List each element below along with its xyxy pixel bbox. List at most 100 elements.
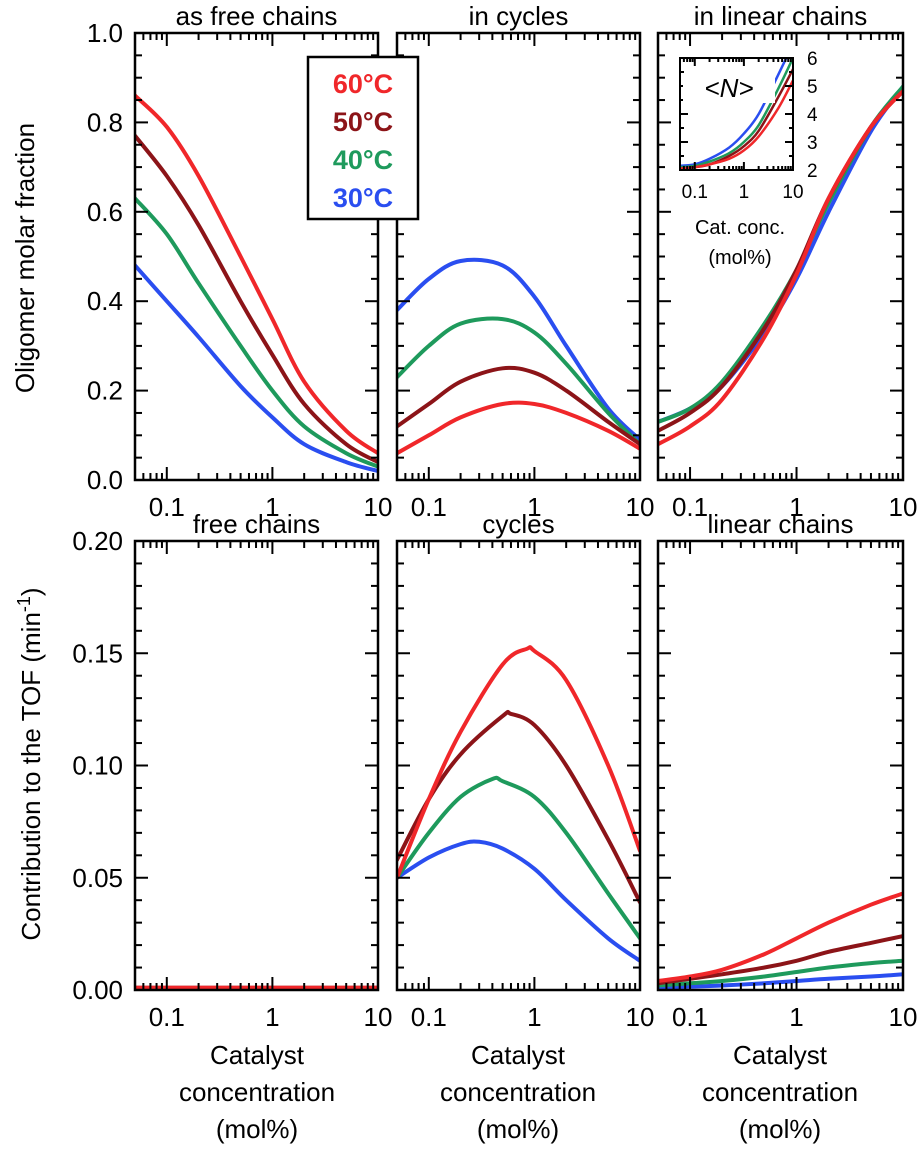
x-tick-label: 10 bbox=[889, 1002, 918, 1032]
legend-entry-40: 40°C bbox=[333, 145, 393, 175]
series-group bbox=[397, 257, 640, 456]
series-line-30c bbox=[658, 972, 903, 990]
series-line-40c bbox=[397, 316, 640, 447]
x-label-line: (mol%) bbox=[216, 1114, 298, 1144]
plot-frame bbox=[395, 539, 642, 992]
series-line-60c bbox=[680, 79, 793, 170]
x-tick-label: 10 bbox=[889, 492, 918, 522]
y-tick-label: 0.0 bbox=[87, 465, 123, 495]
legend-entry-50: 50°C bbox=[333, 107, 393, 137]
chart-panel-6: 0.1 1 10 linear chains bbox=[656, 509, 918, 1032]
inset-ylabel: <N> bbox=[704, 73, 753, 103]
y-tick-label: 0.20 bbox=[72, 526, 123, 556]
chart-panel-2: 0.1 1 10 in cycles bbox=[395, 1, 655, 522]
x-label-line: (mol%) bbox=[739, 1114, 821, 1144]
x-tick-label: 0.1 bbox=[411, 1002, 447, 1032]
x-tick-label: 1 bbox=[527, 492, 541, 522]
x-tick-label: 0.1 bbox=[672, 492, 708, 522]
x-tick-label: 10 bbox=[782, 182, 803, 203]
y-tick-label: 4 bbox=[807, 105, 818, 126]
panels-layer: 0.1 1 100.00.20.40.60.81.0as free chains0.… bbox=[72, 1, 917, 1032]
x-tick-label: 0.1 bbox=[411, 492, 447, 522]
plot-frame bbox=[395, 31, 642, 482]
x-tick-label: 1 bbox=[789, 1002, 803, 1032]
y-label-top: Oligomer molar fraction bbox=[10, 123, 40, 393]
y-tick-label: 0.00 bbox=[72, 975, 123, 1005]
x-tick-label: 0.1 bbox=[672, 1002, 708, 1032]
y-tick-label: 2 bbox=[807, 161, 818, 182]
series-line-50c bbox=[397, 365, 640, 447]
x-label-line: Catalyst bbox=[471, 1040, 566, 1070]
y-tick-label: 0.15 bbox=[72, 638, 123, 668]
inset-xlabel-line: Cat. conc. bbox=[695, 217, 785, 239]
x-tick-label: 1 bbox=[789, 492, 803, 522]
y-tick-label: 0.2 bbox=[87, 376, 123, 406]
chart-panel-4: 0.1 1 10 0.00 0.05 0.10 0.15 0.20 free chains bbox=[72, 509, 392, 1032]
inset-labels: <N> Cat. conc. (mol%) bbox=[683, 73, 785, 269]
series-line-40c bbox=[397, 775, 640, 941]
inset-xlabel-line: (mol%) bbox=[708, 247, 771, 269]
x-tick-label: 1 bbox=[265, 1002, 279, 1032]
x-tick-label: 0.1 bbox=[149, 492, 185, 522]
series-line-30c bbox=[397, 257, 640, 442]
series-group bbox=[658, 84, 903, 447]
chart-panel-1: 0.1 1 10 0.0 0.2 0.4 0.6 0.8 1.0 as free chains bbox=[87, 1, 393, 522]
panel-title: cycles bbox=[482, 509, 554, 539]
y-label-bottom-main: Contribution to the TOF (min bbox=[16, 612, 46, 941]
legend-entry-60: 60°C bbox=[333, 69, 393, 99]
x-label-line: concentration bbox=[440, 1077, 596, 1107]
series-line-40c bbox=[135, 196, 378, 469]
series-line-60c bbox=[658, 891, 903, 983]
series-group bbox=[397, 645, 640, 963]
x-label-line: Catalyst bbox=[733, 1040, 828, 1070]
x-tick-label: 0.1 bbox=[682, 182, 708, 203]
series-line-60c bbox=[397, 400, 640, 456]
inset-ylabel-bg bbox=[683, 73, 775, 103]
y-label-bottom-close: ) bbox=[16, 587, 46, 596]
y-tick-label: 0.10 bbox=[72, 751, 123, 781]
x-tick-label: 1 bbox=[265, 492, 279, 522]
series-group bbox=[135, 93, 378, 474]
temperature-legend: 60°C 50°C 40°C 30°C bbox=[306, 55, 420, 221]
series-line-60c bbox=[135, 93, 378, 456]
x-label-col2: Catalyst concentration (mol%) bbox=[440, 1040, 596, 1144]
y-tick-label: 0.6 bbox=[87, 197, 123, 227]
x-tick-label: 10 bbox=[364, 1002, 393, 1032]
x-label-line: Catalyst bbox=[210, 1040, 305, 1070]
x-label-col1: Catalyst concentration (mol%) bbox=[179, 1040, 335, 1144]
series-line-30c bbox=[135, 263, 378, 474]
x-tick-label: 1 bbox=[527, 1002, 541, 1032]
y-tick-label: 5 bbox=[807, 77, 818, 98]
series-line-30c bbox=[397, 839, 640, 963]
x-label-line: concentration bbox=[702, 1077, 858, 1107]
series-group bbox=[680, 58, 793, 170]
series-line-50c bbox=[135, 133, 378, 465]
y-tick-label: 0.8 bbox=[87, 107, 123, 137]
chart-panel-3: 0.1 1 10 in linear chains bbox=[656, 1, 918, 522]
y-label-bottom-sup: -1 bbox=[14, 596, 34, 612]
x-tick-label: 10 bbox=[364, 492, 393, 522]
inset-chart: 0.1 1 102 3 4 5 6 bbox=[679, 49, 818, 203]
x-tick-label: 1 bbox=[739, 182, 750, 203]
chart-panel-5: 0.1 1 10 cycles bbox=[395, 509, 654, 1032]
y-tick-label: 6 bbox=[807, 49, 818, 70]
series-line-50c bbox=[658, 934, 903, 986]
y-tick-label: 0.05 bbox=[72, 863, 123, 893]
y-tick-label: 1.0 bbox=[87, 18, 123, 48]
series-line-60c bbox=[397, 645, 640, 880]
series-group bbox=[658, 891, 903, 990]
panel-title: in linear chains bbox=[694, 1, 867, 31]
plot-frame bbox=[133, 539, 380, 992]
legend-entry-30: 30°C bbox=[333, 183, 393, 213]
panel-title: in cycles bbox=[469, 1, 569, 31]
x-tick-label: 10 bbox=[626, 492, 655, 522]
x-label-line: (mol%) bbox=[477, 1114, 559, 1144]
x-label-line: concentration bbox=[179, 1077, 335, 1107]
series-line-30c bbox=[680, 58, 788, 168]
series-line-60c bbox=[658, 89, 903, 447]
y-label-bottom: Contribution to the TOF (min-1) bbox=[14, 587, 46, 940]
y-tick-label: 3 bbox=[807, 133, 818, 154]
x-label-col3: Catalyst concentration (mol%) bbox=[702, 1040, 858, 1144]
x-tick-label: 0.1 bbox=[149, 1002, 185, 1032]
